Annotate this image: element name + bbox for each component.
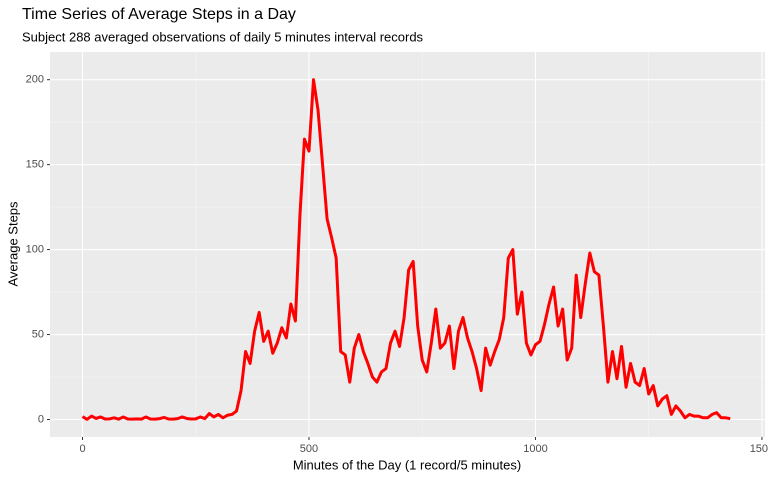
x-tick-label: 1000	[523, 443, 547, 455]
y-tick-label: 150	[26, 159, 44, 171]
y-tick-label: 50	[32, 328, 44, 340]
x-axis-title: Minutes of the Day (1 record/5 minutes)	[293, 457, 521, 472]
y-tick-label: 100	[26, 244, 44, 256]
x-tick-label: 0	[79, 443, 85, 455]
data-line	[81, 78, 731, 421]
y-tick-label: 0	[38, 413, 44, 425]
chart-title: Time Series of Average Steps in a Day	[22, 6, 296, 23]
chart-subtitle: Subject 288 averaged observations of dai…	[22, 29, 424, 44]
y-tick-label: 200	[26, 74, 44, 86]
x-tick-label: 500	[300, 443, 318, 455]
y-axis-title: Average Steps	[5, 201, 20, 287]
plot-panel	[50, 52, 765, 437]
